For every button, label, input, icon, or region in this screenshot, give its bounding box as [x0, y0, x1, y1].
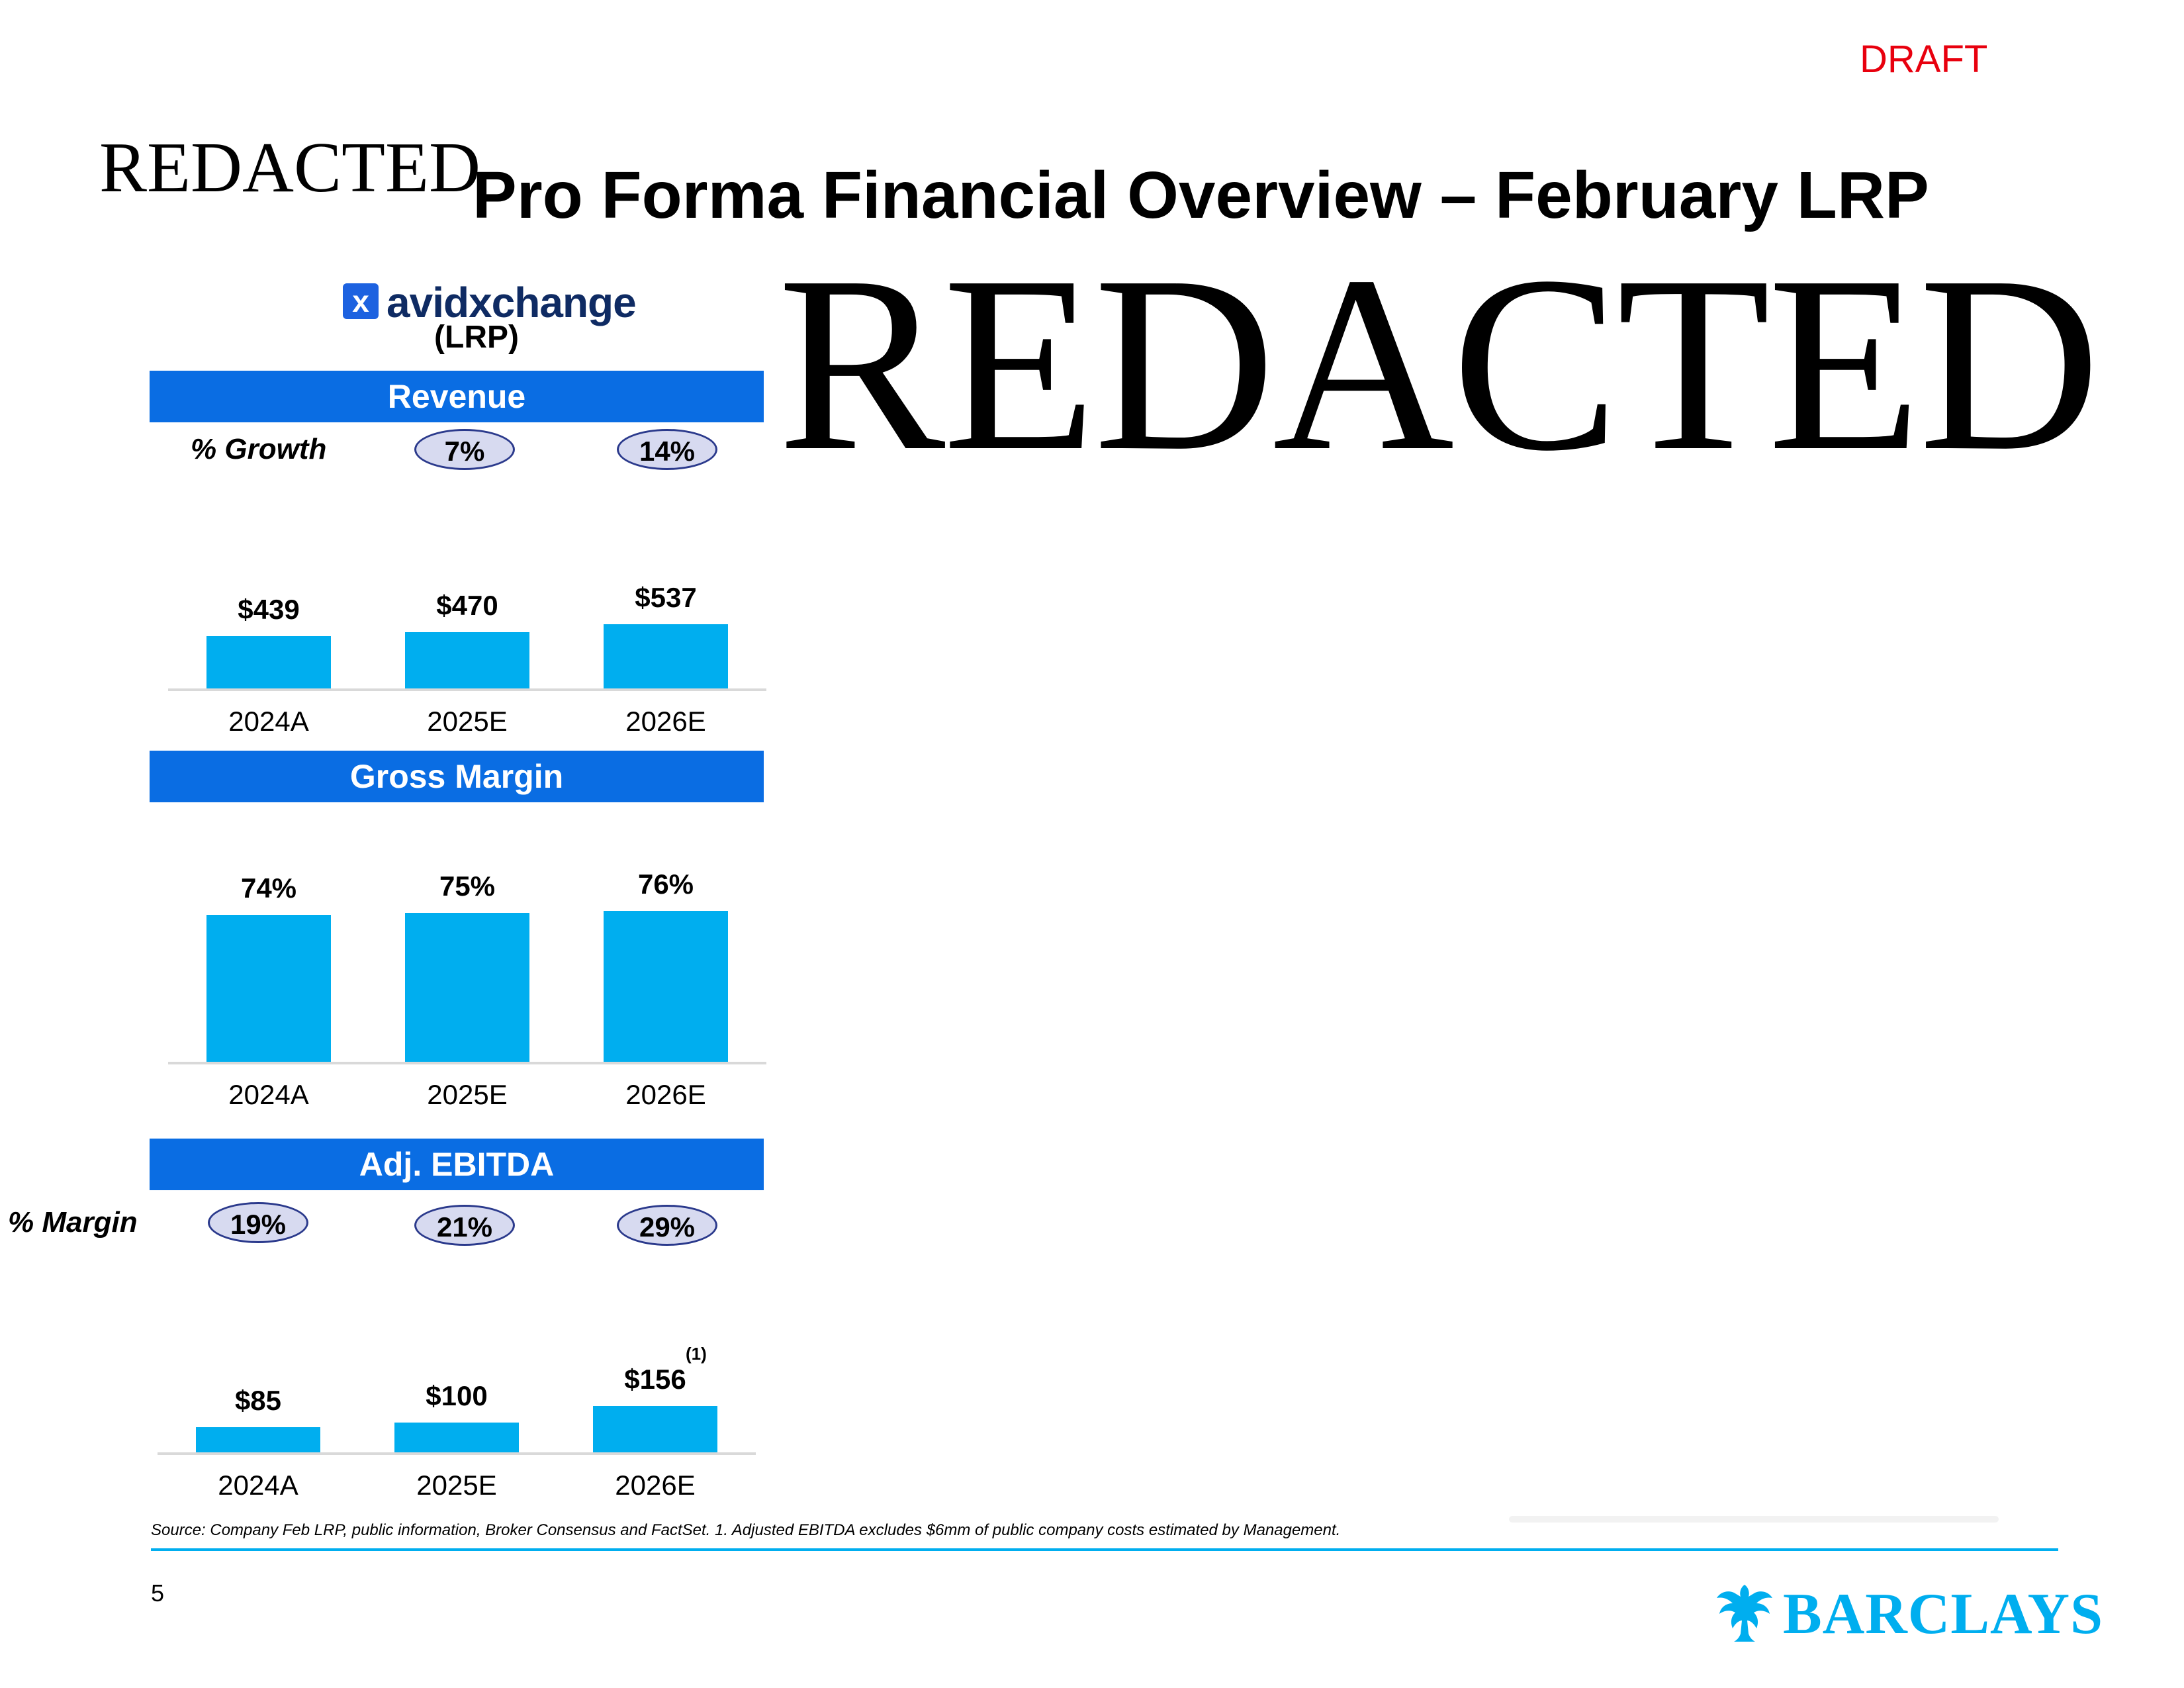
chart-axis — [158, 1452, 756, 1455]
tick-label-2026E: 2026E — [615, 1470, 696, 1501]
margin-label: % Margin — [8, 1206, 138, 1239]
bar-2024A — [206, 635, 331, 688]
eagle-icon — [1717, 1585, 1772, 1642]
logo-mark-icon: x — [343, 283, 379, 319]
tick-label-2025E: 2025E — [427, 1079, 508, 1110]
redacted-label-large: REDACTED — [778, 224, 2101, 503]
faint-divider — [1509, 1516, 1999, 1523]
tick-label-2024A: 2024A — [228, 706, 309, 737]
chart-axis — [168, 1062, 766, 1064]
growth-pill-2025: 7% — [414, 429, 515, 470]
data-label-2025E: $470 — [436, 590, 498, 622]
company-subtitle: (LRP) — [434, 320, 519, 355]
data-label-2026E: $537 — [635, 582, 697, 614]
bar-2026E — [593, 1405, 717, 1452]
bar-2024A — [196, 1427, 320, 1452]
margin-pill-2025: 21% — [414, 1205, 515, 1246]
bar-2026E — [604, 624, 728, 688]
page-number: 5 — [151, 1579, 165, 1607]
footer-rule — [151, 1548, 2058, 1551]
bar-2025E — [394, 1423, 519, 1452]
source-note: Source: Company Feb LRP, public informat… — [151, 1521, 1341, 1539]
tick-label-2026E: 2026E — [625, 706, 706, 737]
data-label-2026E: 76% — [637, 868, 694, 900]
logo-text: avidxchange — [387, 279, 637, 326]
ebitda-band: Adj. EBITDA — [150, 1139, 764, 1190]
data-label-2024A: 74% — [240, 872, 297, 904]
growth-label: % Growth — [191, 433, 327, 465]
draft-label: DRAFT — [1860, 38, 1988, 81]
barclays-logo: BARCLAYS — [1714, 1581, 2103, 1646]
bar-2024A — [206, 915, 331, 1062]
tick-label-2026E: 2026E — [625, 1079, 706, 1110]
tick-label-2024A: 2024A — [228, 1079, 309, 1110]
tick-label-2025E: 2025E — [427, 706, 508, 737]
company-logo: x avidxchange — [343, 278, 637, 326]
tick-label-2025E: 2025E — [416, 1470, 497, 1501]
revenue-band: Revenue — [150, 371, 764, 422]
bar-2026E — [604, 911, 728, 1062]
barclays-wordmark: BARCLAYS — [1783, 1582, 2104, 1646]
bar-2025E — [405, 632, 529, 688]
data-label-2025E: $100 — [426, 1380, 488, 1411]
bar-2025E — [405, 913, 529, 1062]
growth-pill-2026: 14% — [617, 429, 717, 470]
data-label-2024A: $439 — [238, 593, 300, 625]
data-label-2026E: $156 — [624, 1363, 686, 1395]
redacted-label-small: REDACTED — [99, 128, 480, 207]
chart-axis — [168, 688, 766, 691]
data-label-2025E: 75% — [439, 870, 496, 902]
data-label-2024A: $85 — [234, 1384, 282, 1416]
gross-margin-band: Gross Margin — [150, 751, 764, 802]
ebitda-footnote-marker: (1) — [686, 1344, 707, 1364]
margin-pill-2026: 29% — [617, 1205, 717, 1246]
tick-label-2024A: 2024A — [218, 1470, 298, 1501]
margin-pill-2024: 19% — [208, 1202, 308, 1243]
page-title: Pro Forma Financial Overview – February … — [473, 158, 1929, 232]
